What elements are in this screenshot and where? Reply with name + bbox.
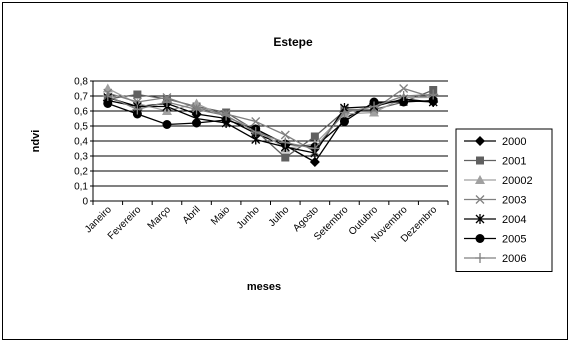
data-point xyxy=(280,130,290,140)
data-point xyxy=(281,153,290,162)
x-tick-label: Abril xyxy=(181,204,203,226)
series-line xyxy=(107,89,434,159)
data-point xyxy=(250,127,261,137)
series-line xyxy=(107,99,434,163)
y-tick-label: 0 xyxy=(82,197,88,208)
legend-item-2006: 2006 xyxy=(464,253,526,265)
data-point xyxy=(191,104,202,115)
series-20002 xyxy=(102,83,439,153)
legend: 2000 2001 20002 2003 2004 2005 2006 xyxy=(455,128,553,272)
x-tick-label: Maio xyxy=(209,204,232,227)
series-line xyxy=(107,99,434,148)
data-point xyxy=(102,91,113,101)
y-tick-label: 0,5 xyxy=(74,122,88,133)
data-point xyxy=(399,97,409,107)
data-point xyxy=(280,137,291,148)
legend-item-2005: 2005 xyxy=(464,234,526,246)
data-point xyxy=(339,117,349,126)
x-tick-label: Junho xyxy=(235,204,262,231)
legend-marker xyxy=(475,253,485,263)
legend-label: 2006 xyxy=(502,253,526,265)
data-point xyxy=(251,117,261,126)
y-axis-title: ndvi xyxy=(30,130,42,153)
series-line xyxy=(107,87,434,150)
x-axis-title: meses xyxy=(247,281,281,293)
data-point xyxy=(310,132,319,141)
data-point xyxy=(399,84,409,93)
data-point xyxy=(398,91,409,101)
legend-item-2001: 2001 xyxy=(464,156,526,168)
legend-label: 2005 xyxy=(502,234,526,246)
data-point xyxy=(162,120,172,129)
legend-box xyxy=(455,128,553,272)
y-tick-label: 0,3 xyxy=(74,152,88,163)
legend-label: 20002 xyxy=(502,175,533,187)
y-tick-label: 0,7 xyxy=(74,92,88,103)
data-point xyxy=(369,101,380,112)
y-tick-label: 0,8 xyxy=(74,77,88,88)
data-point xyxy=(132,104,143,115)
x-tick-label: Julho xyxy=(267,204,292,229)
series-layer xyxy=(102,83,439,167)
y-tick-label: 0,6 xyxy=(74,107,88,118)
data-point xyxy=(428,96,438,105)
data-point xyxy=(309,143,320,154)
data-point xyxy=(221,110,232,121)
data-point xyxy=(161,97,172,107)
series-2001 xyxy=(103,86,438,162)
legend-label: 2004 xyxy=(502,214,526,226)
data-point xyxy=(103,99,113,108)
legend-marker xyxy=(475,214,485,224)
legend-item-20002: 20002 xyxy=(464,175,533,187)
legend-marker xyxy=(475,175,485,184)
legend-label: 2000 xyxy=(502,136,526,148)
series-2006 xyxy=(102,89,439,154)
legend-item-2000: 2000 xyxy=(464,136,526,148)
legend-label: 2003 xyxy=(502,195,526,207)
series-line xyxy=(107,93,434,150)
legend-item-2004: 2004 xyxy=(464,214,526,226)
data-point xyxy=(339,107,350,118)
chart-title: Estepe xyxy=(273,35,313,49)
data-point xyxy=(309,157,320,167)
legend-label: 2001 xyxy=(502,156,526,168)
y-tick-label: 0,1 xyxy=(74,182,88,193)
x-tick-label: Fevereiro xyxy=(106,204,144,242)
data-point xyxy=(133,90,142,99)
legend-marker xyxy=(476,156,484,165)
legend-marker xyxy=(475,195,485,204)
x-tick-label: Março xyxy=(146,204,174,232)
y-tick-label: 0,4 xyxy=(74,137,88,148)
data-point xyxy=(192,118,202,128)
legend-marker xyxy=(475,234,485,243)
data-point xyxy=(428,89,439,100)
legend-item-2003: 2003 xyxy=(464,195,526,207)
legend-marker xyxy=(475,136,485,146)
data-point xyxy=(369,107,380,117)
y-tick-label: 0,2 xyxy=(74,167,88,178)
